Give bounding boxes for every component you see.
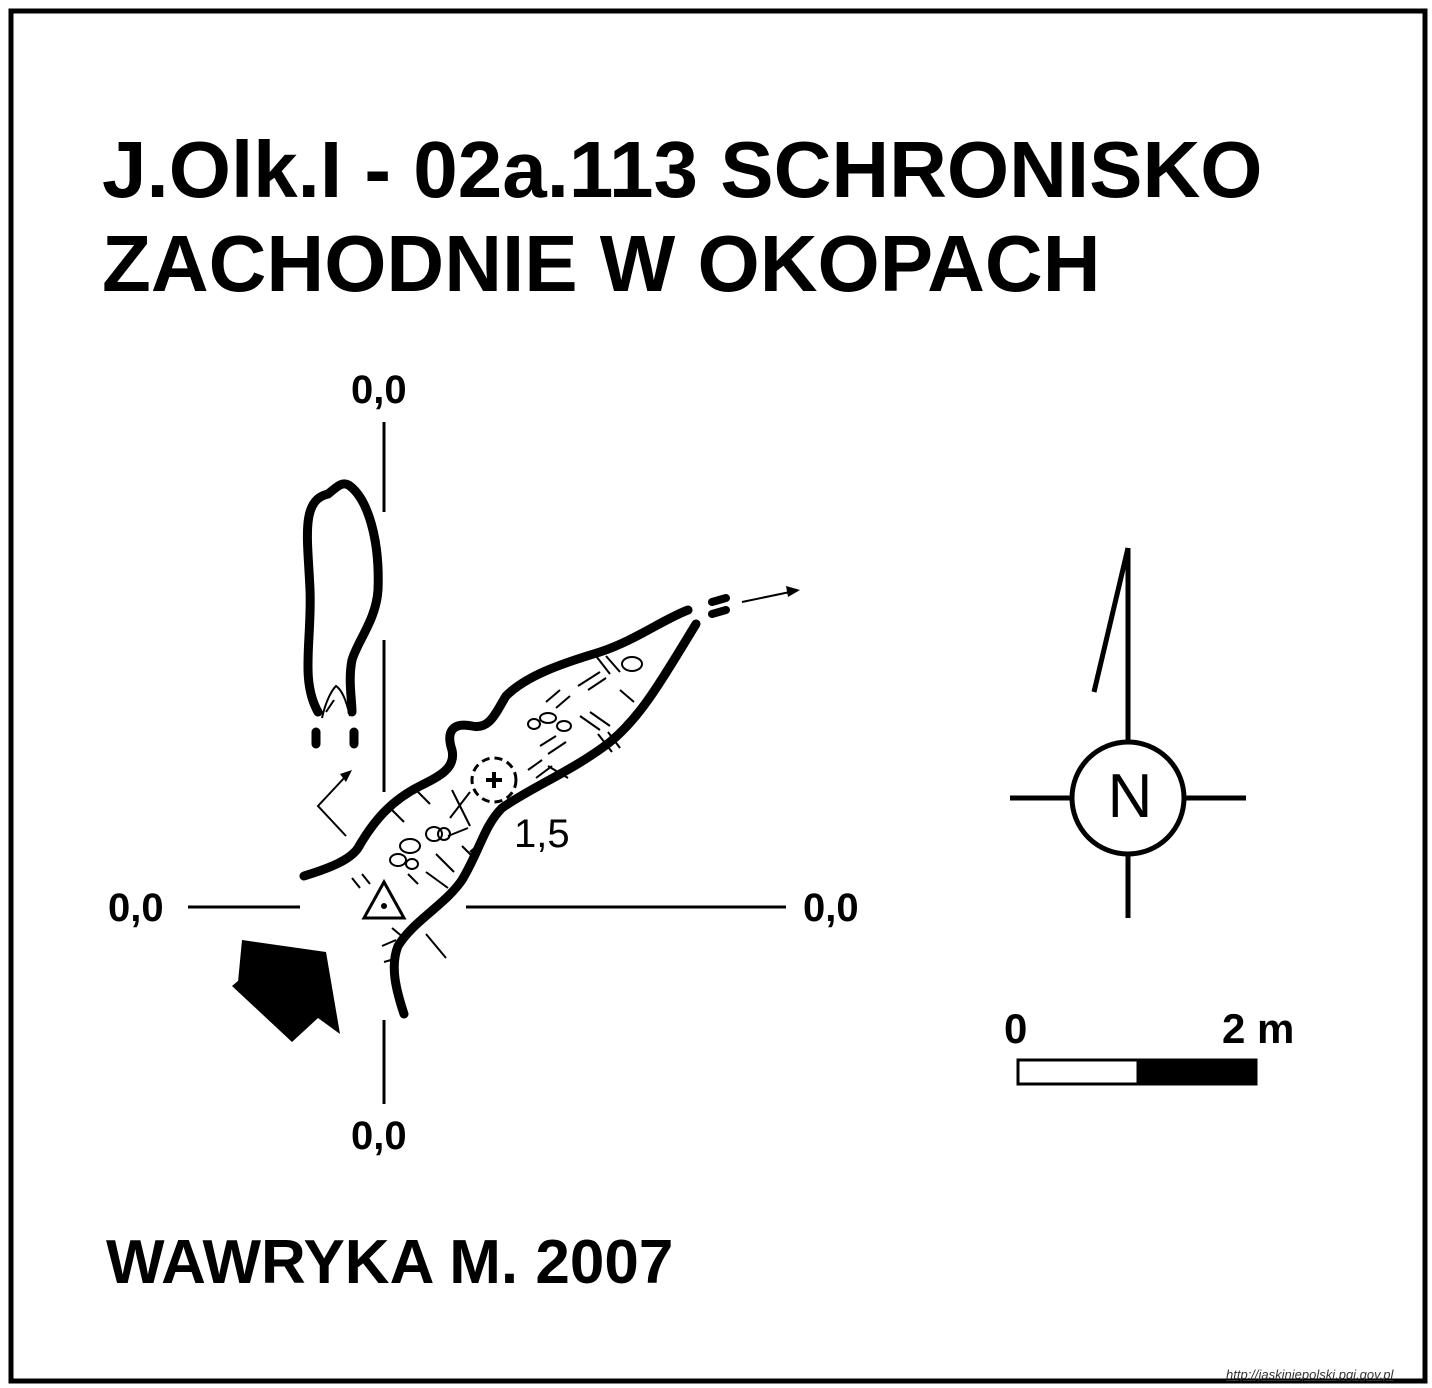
scale-start-label: 0	[1004, 1005, 1028, 1052]
map-border	[8, 8, 1428, 1384]
continuation-arrow-icon	[741, 586, 800, 603]
entrance-arrow-icon	[232, 940, 340, 1042]
map-title-line-2: ZACHODNIE W OKOPACH	[102, 219, 1101, 308]
small-entrance-arrow-icon	[316, 770, 352, 837]
depression-marker-icon	[470, 756, 518, 804]
passage-continuation	[708, 594, 730, 618]
cave-wall-upper	[299, 605, 693, 881]
source-url-link[interactable]: http://jaskiniepolski.pgi.gov.pl	[1226, 1367, 1394, 1382]
rock-outline	[302, 479, 383, 717]
reference-label-left: 0,0	[108, 886, 164, 930]
map-title-line-1: J.Olk.I - 02a.113 SCHRONISKO	[102, 125, 1263, 214]
depth-label: 1,5	[514, 812, 570, 856]
reference-label-bottom: 0,0	[351, 1114, 407, 1158]
scale-bar	[1016, 1058, 1258, 1086]
rock-inner-lines	[321, 684, 351, 719]
cave-wall-lower	[389, 619, 701, 1019]
floor-hatching	[351, 655, 635, 963]
compass-rose-icon	[1010, 547, 1246, 918]
reference-cross	[188, 422, 786, 1104]
reference-label-right: 0,0	[803, 886, 859, 930]
scale-end-label: 2 m	[1222, 1005, 1295, 1052]
survey-station-icon	[361, 878, 407, 920]
rock-dashes	[311, 727, 359, 749]
rubble-stones	[389, 656, 643, 870]
reference-label-top: 0,0	[351, 368, 407, 412]
author-credit: WAWRYKA M. 2007	[106, 1228, 674, 1297]
north-letter: N	[1107, 762, 1153, 831]
rock-hatch	[325, 699, 335, 713]
